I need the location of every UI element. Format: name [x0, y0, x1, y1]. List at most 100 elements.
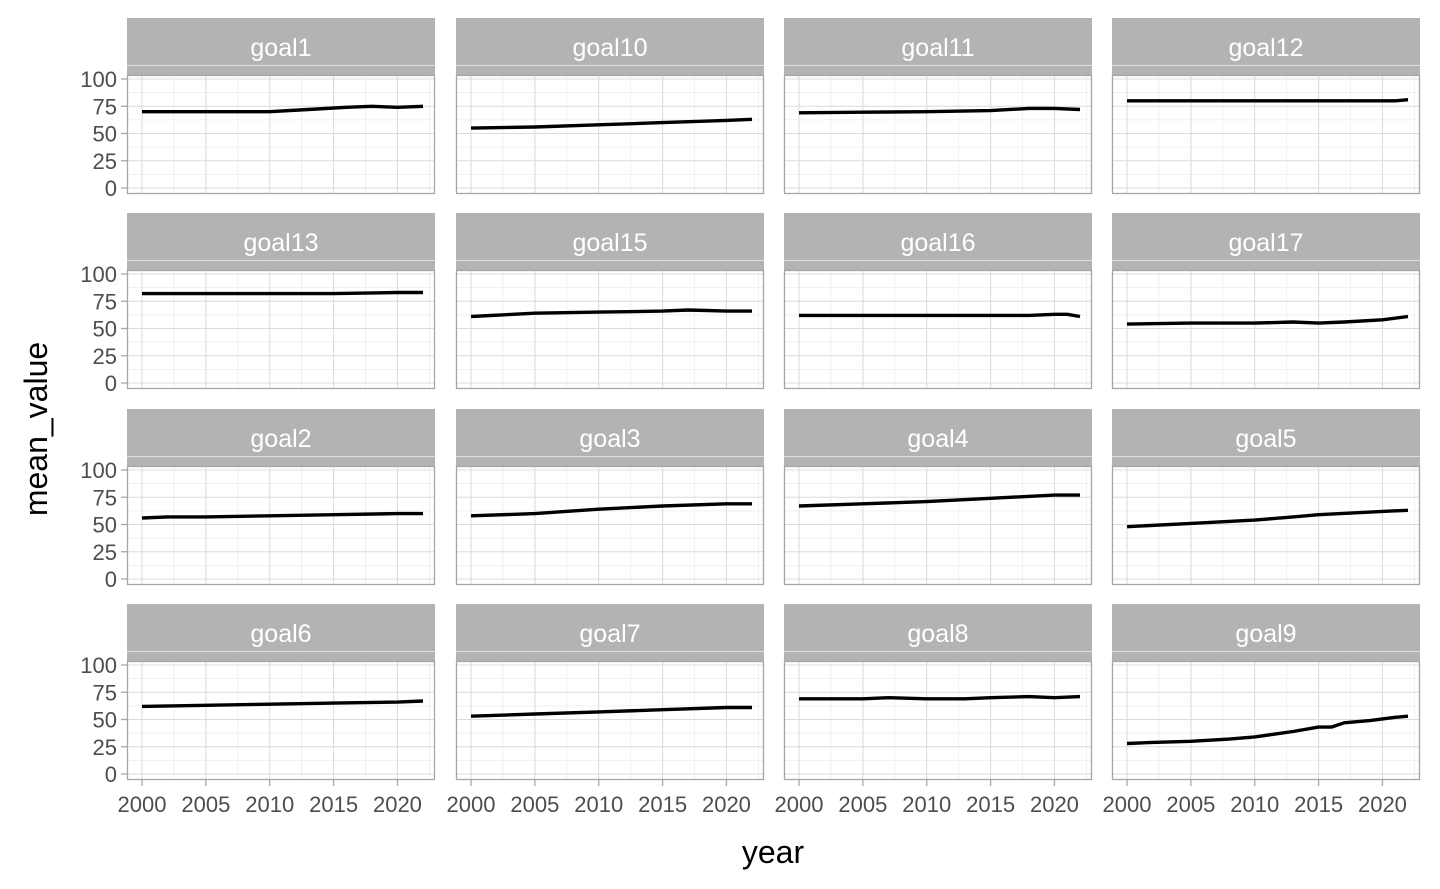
series-line: [141, 699, 424, 709]
series-line: [798, 493, 1080, 508]
facet-strip-label: goal10: [572, 34, 647, 62]
panel-border: [455, 660, 765, 781]
series-line: [1126, 508, 1409, 529]
x-tick-label: 2015: [1294, 792, 1343, 817]
series-line: [141, 511, 423, 520]
x-tick-label: 2020: [373, 792, 422, 817]
facet-panel: goal10: [455, 18, 765, 195]
y-tick-label: 25: [93, 344, 117, 369]
x-tick-label: 2005: [1166, 792, 1215, 817]
x-tick-label: 2000: [775, 792, 824, 817]
x-tick-label: 2000: [447, 792, 496, 817]
facet-strip-label: goal13: [243, 229, 318, 257]
x-tick-label: 2010: [902, 792, 951, 817]
y-tick-label: 0: [105, 567, 117, 592]
series-line: [1126, 714, 1409, 746]
panel-border: [783, 269, 1093, 390]
y-tick-label: 50: [93, 513, 117, 538]
x-tick-label: 2015: [966, 792, 1015, 817]
panel-border: [126, 465, 436, 586]
facet-panel: goal12: [1111, 18, 1421, 195]
facet-strip-label: goal12: [1228, 34, 1303, 62]
y-tick-label: 100: [80, 458, 117, 483]
facet-strip-label: goal4: [907, 425, 968, 453]
series-line: [799, 312, 1081, 319]
facet-strip-label: goal15: [572, 229, 647, 257]
x-tick-label: 2005: [838, 792, 887, 817]
series-line: [142, 104, 424, 114]
y-tick-label: 0: [105, 176, 117, 201]
x-tick-label: 2020: [702, 792, 751, 817]
facet-strip-label: goal6: [250, 620, 311, 648]
facet-panel: goal9 2000 2005 2010 2015 2020: [1103, 604, 1421, 817]
x-tick-label: 2000: [1103, 792, 1152, 817]
x-tick-label: 2020: [1030, 792, 1079, 817]
panel-border: [783, 660, 1093, 781]
x-tick-label: 2000: [118, 792, 167, 817]
series-line: [470, 117, 753, 130]
facet-strip-label: goal7: [579, 620, 640, 648]
panel-border: [126, 269, 436, 390]
facet-strip-label: goal1: [250, 34, 311, 62]
x-tick-label: 2015: [309, 792, 358, 817]
panel-border: [783, 465, 1093, 586]
series-line: [799, 694, 1081, 701]
panel-border: [126, 660, 436, 781]
facet-panel: goal4: [783, 409, 1093, 586]
facet-panel: goal3: [455, 409, 765, 586]
x-tick-label: 2010: [245, 792, 294, 817]
y-tick-label: 50: [93, 122, 117, 147]
panel-border: [126, 74, 436, 195]
panel-border: [455, 269, 765, 390]
y-tick-label: 100: [80, 262, 117, 287]
facet-panel: goal7 2000 2005 2010 2015 2020: [447, 604, 765, 817]
x-tick-label: 2005: [181, 792, 230, 817]
x-tick-label: 2005: [510, 792, 559, 817]
series-line: [142, 290, 423, 296]
y-tick-label: 50: [93, 317, 117, 342]
panel-border: [1111, 269, 1421, 390]
facet-strip-label: goal17: [1228, 229, 1303, 257]
y-tick-label: 75: [93, 485, 117, 510]
facet-strip-label: goal9: [1235, 620, 1296, 648]
facet-strip-label: goal11: [901, 34, 974, 62]
series-line: [470, 705, 752, 718]
x-tick-label: 2010: [574, 792, 623, 817]
panel-border: [455, 74, 765, 195]
series-line: [1126, 314, 1409, 326]
x-tick-label: 2010: [1230, 792, 1279, 817]
facet-panel: goal15: [455, 213, 765, 390]
facet-strip-label: goal8: [907, 620, 968, 648]
y-tick-label: 50: [93, 708, 117, 733]
x-tick-label: 2020: [1358, 792, 1407, 817]
y-tick-label: 25: [93, 735, 117, 760]
y-tick-label: 0: [105, 762, 117, 787]
x-axis-title: year: [742, 834, 805, 870]
y-tick-label: 100: [80, 653, 117, 678]
facet-panel: goal5: [1111, 409, 1421, 586]
facet-panel: goal11: [783, 18, 1093, 195]
panel-border: [783, 74, 1093, 195]
panel-border: [1111, 465, 1421, 586]
series-line: [1127, 98, 1409, 103]
panel-border: [1111, 660, 1421, 781]
facet-panel: goal8 2000 2005 2010 2015 2020: [775, 604, 1093, 817]
facet-panel: goal17: [1111, 213, 1421, 390]
series-line: [470, 502, 752, 518]
y-tick-label: 75: [93, 680, 117, 705]
y-tick-label: 75: [93, 94, 117, 119]
y-tick-label: 0: [105, 371, 117, 396]
panel-border: [1111, 74, 1421, 195]
facet-strip-label: goal16: [900, 229, 975, 257]
x-tick-label: 2015: [638, 792, 687, 817]
panel-border: [455, 465, 765, 586]
y-tick-label: 25: [93, 149, 117, 174]
y-tick-label: 75: [93, 289, 117, 314]
series-line: [470, 308, 752, 319]
y-tick-label: 25: [93, 540, 117, 565]
